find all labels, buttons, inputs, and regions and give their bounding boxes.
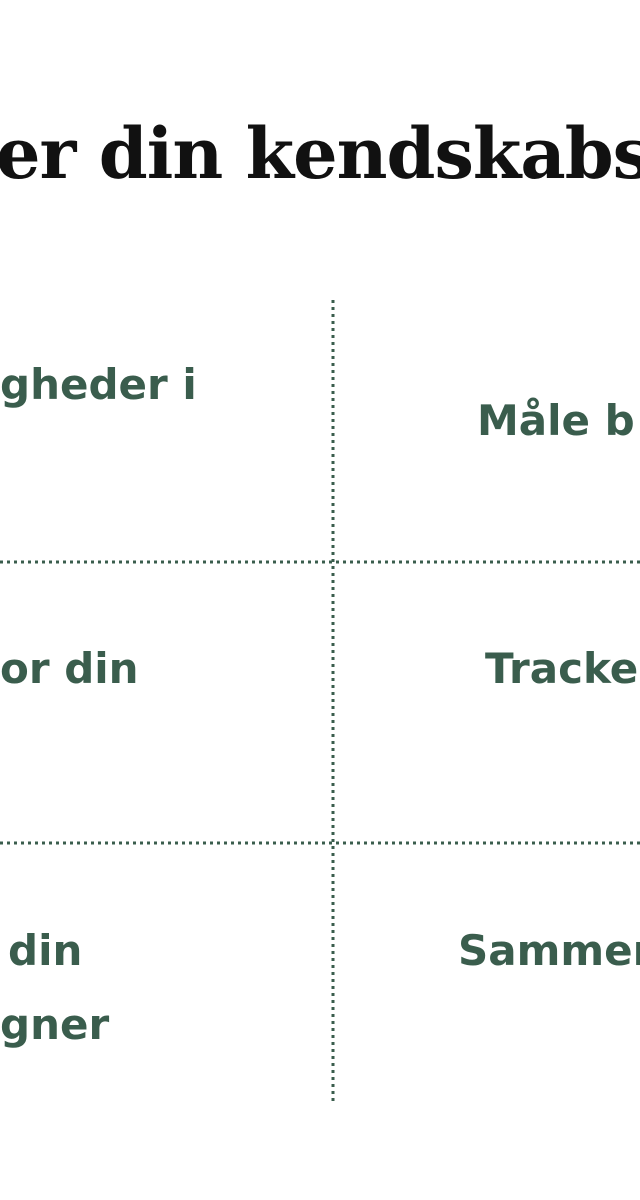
cell-text: gner (0, 988, 109, 1062)
heading: er din kendskabs (0, 112, 640, 195)
cell-text: Sammen (458, 914, 640, 988)
cell-text: or din (0, 632, 139, 706)
cell-line: Sammen (458, 926, 640, 975)
cell-text: Måle b (477, 384, 635, 458)
cell-line: din (8, 926, 83, 975)
cell-text: gheder i (0, 348, 197, 422)
cell-text: din (8, 914, 82, 988)
cell-line: or din (0, 644, 139, 693)
cell-line: gheder i (0, 360, 197, 409)
cell-line: gner (0, 1000, 110, 1049)
cell-line: Tracke (485, 644, 639, 693)
cell-line: Måle b (477, 396, 635, 445)
cell-text: Tracke (485, 632, 638, 706)
